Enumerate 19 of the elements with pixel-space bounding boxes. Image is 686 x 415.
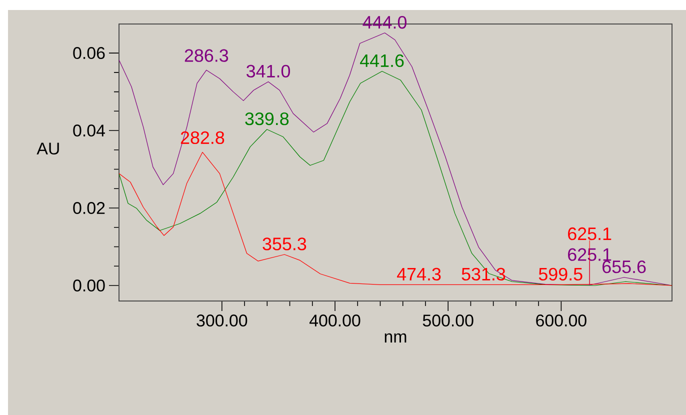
annotation: 625.1 bbox=[568, 227, 612, 240]
annotation: 341.0 bbox=[246, 64, 290, 78]
annotation: 339.8 bbox=[245, 112, 289, 126]
annotation: 599.5 bbox=[538, 268, 582, 281]
y-axis-title: AU bbox=[36, 142, 59, 155]
x-tick-label: 300.00 bbox=[196, 314, 248, 327]
annotation: 441.6 bbox=[360, 54, 404, 68]
y-tick-label: 0.06 bbox=[73, 47, 105, 60]
x-tick-label: 600.00 bbox=[536, 314, 586, 327]
x-axis-title: nm bbox=[384, 333, 406, 342]
y-tick-label: 0.04 bbox=[73, 124, 105, 137]
y-tick-label: 0.02 bbox=[73, 202, 105, 214]
x-tick-label: 500.00 bbox=[422, 314, 474, 327]
annotation: 655.6 bbox=[602, 260, 646, 274]
annotation: 355.3 bbox=[262, 238, 306, 250]
annotation: 474.3 bbox=[397, 268, 441, 281]
annotation: 286.3 bbox=[184, 49, 228, 62]
y-tick-label: 0.00 bbox=[73, 280, 105, 292]
x-tick-label: 400.00 bbox=[309, 314, 360, 327]
